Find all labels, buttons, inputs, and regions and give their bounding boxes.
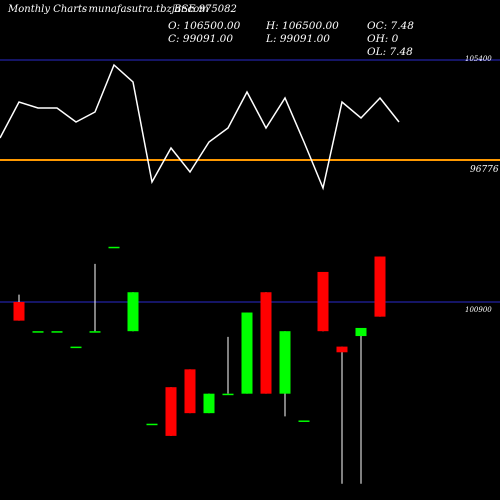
low-readout: L: 99091.00	[266, 33, 330, 45]
candle-body	[203, 393, 215, 414]
close-label: C:	[168, 33, 180, 45]
candle-body	[336, 346, 348, 353]
oh-readout: OH: 0	[367, 33, 398, 45]
candle-body	[89, 331, 101, 333]
oh-value: 0	[391, 33, 399, 45]
open-readout: O: 106500.00	[168, 20, 240, 32]
symbol-label: BSE 975082	[174, 4, 237, 15]
low-label: L:	[266, 33, 277, 45]
close-readout: C: 99091.00	[168, 33, 233, 45]
open-label: O:	[168, 20, 181, 32]
candles-group	[13, 246, 386, 484]
oc-readout: OC: 7.48	[367, 20, 414, 32]
ol-readout: OL: 7.48	[367, 46, 413, 58]
candle-body	[260, 292, 272, 394]
low-value: 99091.00	[279, 33, 330, 45]
candle-body	[108, 246, 120, 249]
high-value: 106500.00	[282, 20, 339, 32]
oc-value: 7.48	[390, 20, 414, 32]
candle-body	[355, 327, 367, 337]
indicator-top-label: 105400	[465, 55, 492, 63]
site-name: - munafasutra.tbzjar.com	[82, 4, 209, 15]
high-label: H:	[266, 20, 279, 32]
candle-body	[146, 423, 158, 426]
candle-body	[70, 346, 82, 349]
candle-body	[222, 393, 234, 396]
close-value: 99091.00	[182, 33, 234, 45]
candle-body	[241, 312, 253, 394]
candle-body	[127, 292, 139, 332]
indicator-baseline-label: 96776	[470, 165, 499, 175]
high-readout: H: 106500.00	[266, 20, 339, 32]
candle-body	[165, 387, 177, 436]
oh-label: OH:	[367, 33, 389, 45]
oc-label: OC:	[367, 20, 388, 32]
candle-body	[51, 331, 63, 333]
candle-body	[13, 301, 25, 321]
candle-body	[374, 256, 386, 317]
open-value: 106500.00	[183, 20, 241, 32]
ol-value: 7.48	[389, 46, 413, 58]
indicator-line	[0, 63, 400, 191]
ol-label: OL:	[367, 46, 387, 58]
candle-body	[317, 271, 329, 332]
chart-title: Monthly Charts	[8, 4, 88, 15]
candle-body	[279, 331, 291, 394]
candle-body	[184, 369, 196, 414]
candle-body	[32, 331, 44, 333]
candle-body	[298, 420, 310, 422]
price-reference-label: 100900	[465, 306, 492, 314]
